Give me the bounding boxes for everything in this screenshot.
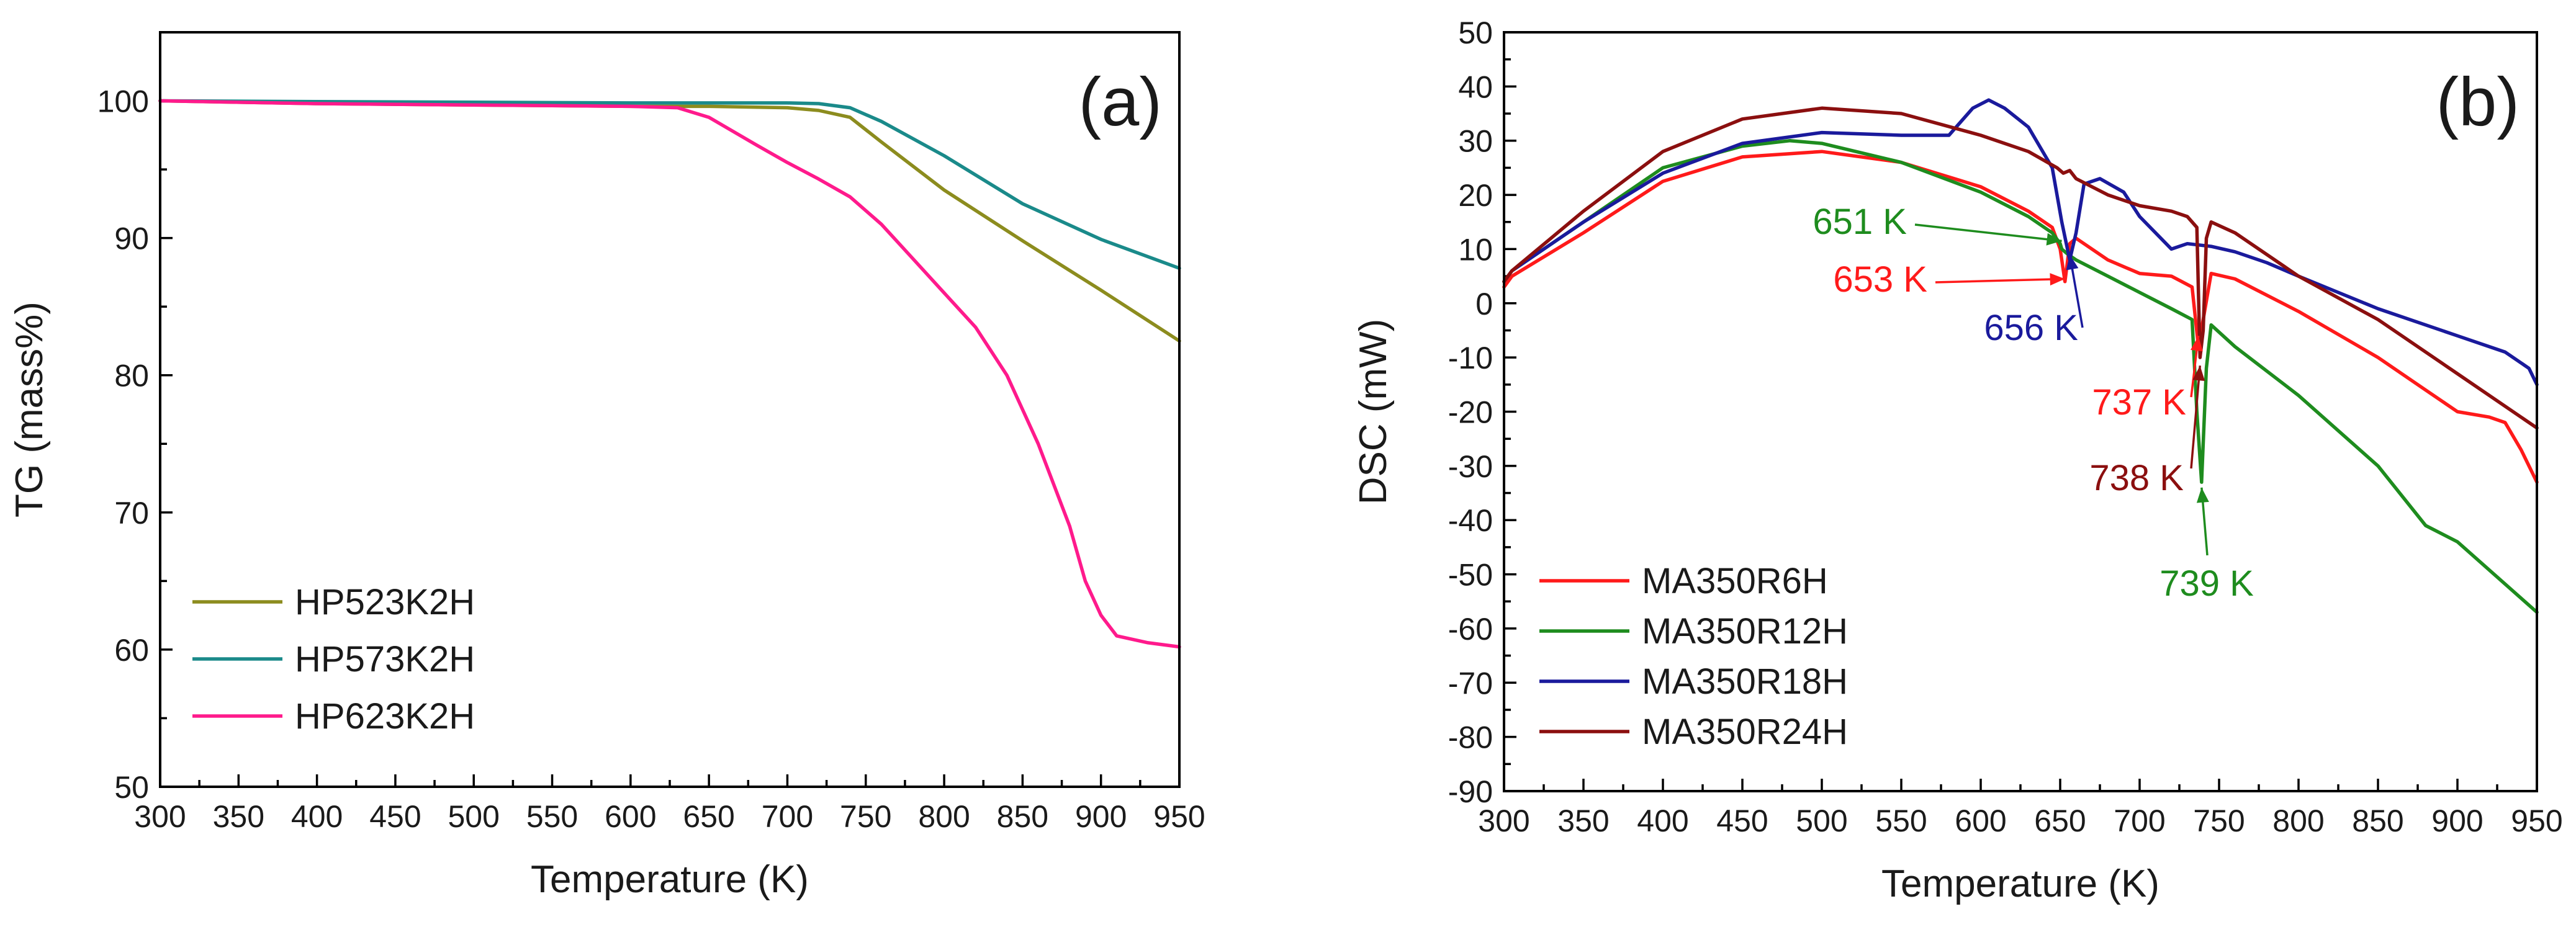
panel-a: (a) Temperature (K) TG (mass%) 300 350 400… [8, 31, 1205, 901]
legend-label: HP623K2H [295, 696, 475, 737]
x-tick-label: 950 [2511, 804, 2562, 838]
annotation-label: 738 K [2089, 458, 2184, 498]
annotation-arrowhead [2192, 365, 2205, 382]
x-tick-label: 350 [1557, 804, 1609, 838]
panel-a-legend: HP523K2H HP573K2H HP623K2H [192, 582, 475, 737]
annotation-arrowhead [2050, 273, 2065, 286]
x-tick-label: 750 [840, 799, 891, 834]
annotation-label: 651 K [1813, 202, 1907, 242]
panel-a-x-axis-title: Temperature (K) [531, 858, 809, 901]
y-tick-label: 20 [1458, 178, 1493, 213]
y-tick-label: -40 [1448, 503, 1493, 538]
x-tick-label: 550 [526, 799, 578, 834]
y-tick-label: 70 [114, 496, 149, 531]
annotation-label: 737 K [2092, 382, 2186, 423]
x-tick-label: 850 [2352, 804, 2403, 838]
y-tick-label: -90 [1448, 774, 1493, 809]
y-tick-label: -70 [1448, 666, 1493, 701]
annotation-label: 653 K [1833, 259, 1927, 300]
panel-a-label: (a) [1079, 64, 1162, 140]
x-tick-label: 500 [1796, 804, 1847, 838]
panel-a-series [158, 99, 1181, 649]
x-tick-label: 550 [1875, 804, 1927, 838]
x-tick-label: 700 [762, 799, 813, 834]
series-line-ma350r12h [1502, 138, 2539, 614]
panel-a-plot-frame [159, 31, 1181, 788]
y-tick-label: -60 [1448, 612, 1493, 647]
panel-b: (b) Temperature (K) DSC (mW) 300 350 400 45… [1352, 16, 2563, 905]
legend-label: MA350R24H [1642, 712, 1848, 752]
annotation-arrow-line [2190, 365, 2202, 469]
x-tick-label: 700 [2114, 804, 2165, 838]
x-tick-label: 900 [1075, 799, 1127, 834]
annotation-arrowhead [2046, 233, 2062, 246]
panel-a-y-axis-title: TG (mass%) [8, 302, 51, 517]
panel-b-legend: MA350R6H MA350R12H MA350R18H MA350R24H [1539, 561, 1848, 752]
x-tick-label: 300 [1478, 804, 1529, 838]
panel-b-ticks: 300 350 400 450 500 550 600 650 700 750 800 850 900 9… [1448, 16, 2563, 838]
y-tick-label: 90 [114, 222, 149, 256]
panel-b-plot-frame [1503, 31, 2538, 792]
y-tick-label: 40 [1458, 69, 1493, 104]
series-line-ma350r6h [1502, 150, 2539, 484]
y-tick-label: 80 [114, 359, 149, 393]
x-tick-label: 650 [2034, 804, 2086, 838]
panel-b-y-axis-title: DSC (mW) [1352, 319, 1395, 505]
annotation-arrowhead [2066, 254, 2079, 271]
x-tick-label: 450 [369, 799, 421, 834]
panel-a-ticks: 300 350 400 450 500 550 600 650 700 750 800 850 900 9… [97, 84, 1205, 834]
panel-b-annotations: 651 K 653 K 656 K 737 K 738 K 739 K [1813, 202, 2254, 604]
y-tick-label: 50 [114, 770, 149, 805]
y-tick-label: -30 [1448, 449, 1493, 484]
x-tick-label: 450 [1716, 804, 1768, 838]
y-tick-label: 100 [97, 84, 149, 119]
y-tick-label: -10 [1448, 341, 1493, 375]
x-tick-label: 750 [2193, 804, 2245, 838]
y-tick-label: 10 [1458, 232, 1493, 267]
x-tick-label: 350 [213, 799, 264, 834]
annotation-arrow-line [1935, 277, 2065, 284]
x-tick-label: 850 [997, 799, 1048, 834]
x-tick-label: 300 [134, 799, 186, 834]
y-tick-label: 0 [1475, 287, 1493, 321]
legend-label: HP523K2H [295, 582, 475, 622]
legend-label: HP573K2H [295, 639, 475, 679]
x-tick-label: 800 [918, 799, 970, 834]
panel-b-x-axis-title: Temperature (K) [1881, 862, 2159, 905]
annotation-label: 656 K [1984, 308, 2078, 348]
x-tick-label: 500 [448, 799, 500, 834]
series-line-hp623k2h [158, 99, 1181, 649]
series-line-ma350r24h [1502, 106, 2539, 430]
annotation-arrow-line [1914, 223, 2062, 243]
x-tick-label: 600 [605, 799, 656, 834]
panel-b-label: (b) [2436, 64, 2520, 140]
annotation-label: 739 K [2159, 563, 2254, 604]
annotation-arrowhead [2196, 487, 2209, 503]
y-tick-label: 30 [1458, 124, 1493, 159]
series-line-hp523k2h [158, 99, 1181, 343]
y-tick-label: 60 [114, 633, 149, 668]
x-tick-label: 800 [2272, 804, 2324, 838]
legend-label: MA350R12H [1642, 611, 1848, 652]
legend-label: MA350R6H [1642, 561, 1828, 601]
y-tick-label: 50 [1458, 16, 1493, 50]
x-tick-label: 950 [1153, 799, 1205, 834]
x-tick-label: 400 [1637, 804, 1688, 838]
y-tick-label: -50 [1448, 558, 1493, 593]
y-tick-label: -20 [1448, 395, 1493, 430]
legend-label: MA350R18H [1642, 661, 1848, 702]
annotation-arrowhead [2190, 336, 2203, 352]
series-line-hp573k2h [158, 99, 1181, 271]
x-tick-label: 600 [1955, 804, 2006, 838]
x-tick-label: 400 [291, 799, 343, 834]
x-tick-label: 650 [683, 799, 734, 834]
y-tick-label: -80 [1448, 720, 1493, 755]
panel-b-series [1502, 98, 2539, 614]
x-tick-label: 900 [2431, 804, 2483, 838]
